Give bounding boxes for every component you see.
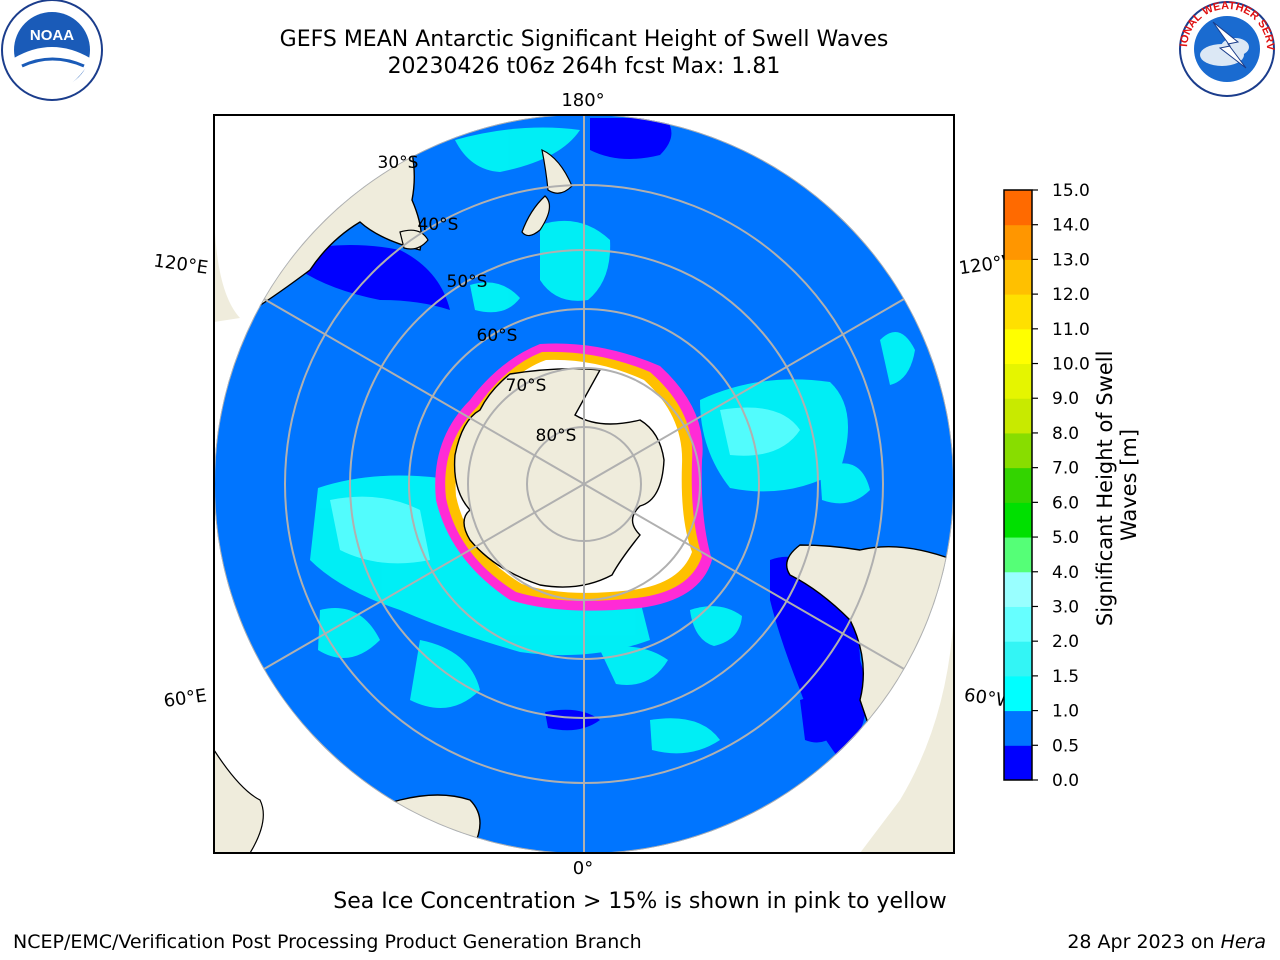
- map-frame: [213, 114, 955, 854]
- colorbar-bin: [1004, 745, 1032, 781]
- colorbar-tick-label: 5.0: [1052, 528, 1079, 548]
- colorbar-tick-label: 0.5: [1052, 736, 1079, 756]
- lat-label-30s: 30°S: [378, 153, 419, 173]
- colorbar-bin: [1004, 224, 1032, 260]
- colorbar-tick-label: 0.0: [1052, 771, 1079, 791]
- colorbar-bin: [1004, 641, 1032, 677]
- colorbar-bin: [1004, 432, 1032, 469]
- noaa-logo: NOAA: [1, 0, 103, 101]
- colorbar-bin: [1004, 190, 1032, 226]
- colorbar-bin: [1004, 675, 1032, 712]
- lat-label-40s: 40°S: [418, 215, 459, 235]
- credit-right: 28 Apr 2023 on Hera: [1067, 931, 1266, 953]
- colorbar-tick-label: 3.0: [1052, 597, 1079, 617]
- colorbar-tick-label: 4.0: [1052, 563, 1079, 583]
- colorbar-tick-label: 6.0: [1052, 493, 1079, 513]
- colorbar-bin: [1004, 294, 1032, 330]
- colorbar: [1003, 189, 1033, 781]
- graticule: [214, 115, 954, 853]
- credit-date: 28 Apr 2023 on: [1067, 931, 1221, 953]
- noaa-logo-text: NOAA: [30, 27, 74, 44]
- nws-logo-text: NATIONAL WEATHER SERVICE: [0, 0, 1276, 51]
- colorbar-bin: [1004, 259, 1032, 295]
- colorbar-tick-label: 11.0: [1052, 320, 1090, 340]
- colorbar-tick-label: 9.0: [1052, 389, 1079, 409]
- svg-text:NATIONAL WEATHER SERVICE: NATIONAL WEATHER SERVICE: [0, 0, 1276, 51]
- colorbar-tick-label: 12.0: [1052, 285, 1090, 305]
- colorbar-tick-label: 13.0: [1052, 250, 1090, 270]
- lon-label-120e: 120°E: [152, 250, 209, 278]
- lat-labels: 30°S 40°S 50°S 60°S 70°S 80°S: [378, 153, 577, 446]
- credit-left: NCEP/EMC/Verification Post Processing Pr…: [13, 931, 642, 953]
- lat-label-50s: 50°S: [447, 272, 488, 292]
- colorbar-tick-label: 14.0: [1052, 216, 1090, 236]
- chart-subtitle: 20230426 t06z 264h fcst Max: 1.81: [387, 54, 781, 79]
- lat-label-80s: 80°S: [536, 426, 577, 446]
- colorbar-tick-label: 1.0: [1052, 702, 1079, 722]
- colorbar-bin: [1004, 363, 1032, 399]
- land-outside: [214, 115, 954, 853]
- colorbar-tick-label: 8.0: [1052, 424, 1079, 444]
- lon-label-180: 180°: [561, 90, 604, 111]
- colorbar-ticks: 15.0 14.0 13.0 12.0 11.0 10.0 9.0 8.0 7.0 6.0 5.0 4…: [1032, 181, 1090, 791]
- colorbar-bin: [1004, 710, 1032, 746]
- colorbar-bin: [1004, 328, 1032, 365]
- lon-label-0: 0°: [573, 858, 593, 879]
- sea-ice-note: Sea Ice Concentration > 15% is shown in …: [333, 889, 947, 914]
- nws-logo: NATIONAL WEATHER SERVICE: [0, 0, 1276, 97]
- chart-title: GEFS MEAN Antarctic Significant Height o…: [279, 27, 889, 52]
- colorbar-frame: [1003, 189, 1033, 781]
- colorbar-bin: [1004, 502, 1032, 538]
- colorbar-bin: [1004, 537, 1032, 573]
- lat-label-70s: 70°S: [506, 376, 547, 396]
- colorbar-tick-label: 15.0: [1052, 181, 1090, 201]
- colorbar-label-line2: Waves [m]: [1117, 429, 1141, 541]
- colorbar-label-line1: Significant Height of Swell: [1093, 351, 1117, 627]
- colorbar-tick-label: 2.0: [1052, 632, 1079, 652]
- lon-label-60e: 60°E: [162, 685, 208, 712]
- colorbar-bin: [1004, 467, 1032, 503]
- colorbar-tick-label: 1.5: [1052, 667, 1079, 687]
- colorbar-bin: [1004, 571, 1032, 607]
- lat-label-60s: 60°S: [477, 326, 518, 346]
- credit-machine: Hera: [1220, 931, 1266, 953]
- colorbar-tick-label: 7.0: [1052, 459, 1079, 479]
- colorbar-bin: [1004, 606, 1032, 642]
- colorbar-bin: [1004, 398, 1032, 434]
- colorbar-label: Significant Height of Swell Waves [m]: [1093, 344, 1141, 626]
- colorbar-tick-label: 10.0: [1052, 355, 1090, 375]
